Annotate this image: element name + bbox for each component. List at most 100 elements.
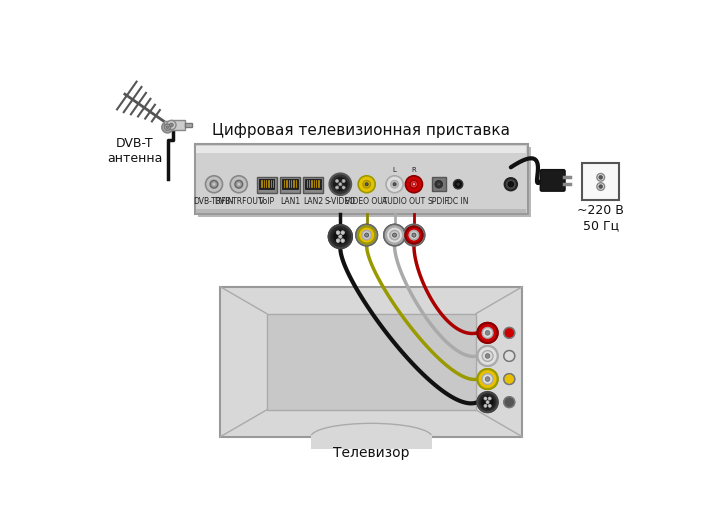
Circle shape [336, 180, 338, 183]
Text: LAN2: LAN2 [303, 196, 323, 205]
Bar [305, 179, 321, 189]
Text: DVB-TRFOUT: DVB-TRFOUT [215, 196, 263, 205]
Circle shape [412, 233, 416, 237]
Circle shape [485, 331, 490, 335]
Circle shape [358, 227, 375, 243]
Circle shape [339, 183, 342, 186]
Circle shape [488, 397, 491, 400]
Circle shape [482, 374, 493, 384]
Circle shape [477, 369, 498, 389]
Circle shape [235, 181, 243, 188]
Circle shape [504, 397, 515, 408]
Circle shape [477, 323, 498, 343]
Circle shape [386, 227, 403, 243]
Circle shape [356, 224, 377, 246]
Bar [220, 287, 523, 437]
Text: Цифровая телевизионная приставка: Цифровая телевизионная приставка [212, 123, 510, 138]
Text: S-VIDEO: S-VIDEO [325, 196, 356, 205]
Circle shape [336, 239, 340, 242]
Circle shape [410, 181, 418, 188]
Bar [432, 177, 446, 191]
Circle shape [333, 229, 348, 244]
Circle shape [504, 351, 515, 361]
Bar [196, 209, 526, 213]
Circle shape [403, 224, 425, 246]
Bar [256, 176, 276, 193]
Circle shape [504, 327, 515, 338]
Circle shape [412, 233, 416, 237]
Circle shape [336, 186, 338, 189]
Text: R: R [412, 167, 416, 174]
Bar [280, 176, 300, 193]
Circle shape [339, 235, 342, 238]
Circle shape [341, 231, 344, 234]
Circle shape [230, 176, 248, 193]
Circle shape [333, 229, 348, 244]
Circle shape [481, 395, 495, 409]
Circle shape [341, 231, 344, 234]
Circle shape [599, 185, 603, 188]
Text: SPDIF: SPDIF [428, 196, 450, 205]
Bar [164, 121, 171, 127]
Circle shape [164, 124, 171, 130]
Circle shape [392, 233, 397, 237]
Text: AUDIO OUT: AUDIO OUT [382, 196, 426, 205]
Circle shape [484, 397, 487, 400]
Circle shape [508, 182, 513, 187]
Circle shape [477, 369, 498, 389]
Circle shape [454, 180, 463, 189]
Circle shape [329, 225, 352, 248]
Circle shape [391, 181, 398, 188]
Text: L: L [392, 167, 397, 174]
Circle shape [456, 182, 460, 186]
Circle shape [166, 126, 168, 128]
Circle shape [329, 225, 352, 248]
Circle shape [504, 351, 515, 361]
Text: ~220 В
50 Гц: ~220 В 50 Гц [577, 204, 624, 232]
Circle shape [477, 346, 498, 366]
Circle shape [333, 176, 348, 192]
Circle shape [485, 377, 490, 381]
Circle shape [504, 374, 515, 384]
Circle shape [363, 181, 371, 188]
Circle shape [488, 404, 491, 408]
Text: DC IN: DC IN [447, 196, 469, 205]
Circle shape [597, 183, 605, 191]
Circle shape [409, 230, 418, 240]
Circle shape [384, 224, 405, 246]
Circle shape [403, 224, 425, 246]
Bar [194, 144, 528, 213]
Bar [185, 122, 192, 127]
Text: VIDEO OUT: VIDEO OUT [346, 196, 388, 205]
Circle shape [336, 231, 340, 234]
Circle shape [482, 351, 493, 361]
Bar [198, 147, 531, 216]
Bar [303, 176, 323, 193]
Circle shape [481, 395, 495, 409]
Circle shape [504, 374, 515, 384]
Bar [582, 164, 619, 201]
Text: DVB-TRFIN: DVB-TRFIN [194, 196, 234, 205]
Circle shape [485, 377, 490, 381]
Circle shape [358, 227, 375, 243]
Circle shape [358, 176, 375, 193]
Circle shape [365, 183, 368, 186]
Circle shape [365, 233, 369, 237]
Circle shape [477, 392, 498, 412]
Circle shape [169, 123, 174, 127]
Circle shape [477, 346, 498, 366]
Circle shape [210, 181, 218, 188]
FancyBboxPatch shape [540, 169, 565, 191]
Circle shape [392, 233, 397, 237]
Circle shape [393, 183, 396, 186]
Circle shape [162, 122, 173, 133]
Circle shape [477, 323, 498, 343]
Circle shape [484, 404, 487, 408]
Circle shape [384, 224, 405, 246]
Circle shape [485, 354, 490, 359]
Circle shape [405, 227, 423, 243]
Circle shape [484, 397, 487, 400]
Circle shape [486, 401, 489, 404]
Circle shape [405, 227, 423, 243]
Bar [282, 179, 297, 189]
